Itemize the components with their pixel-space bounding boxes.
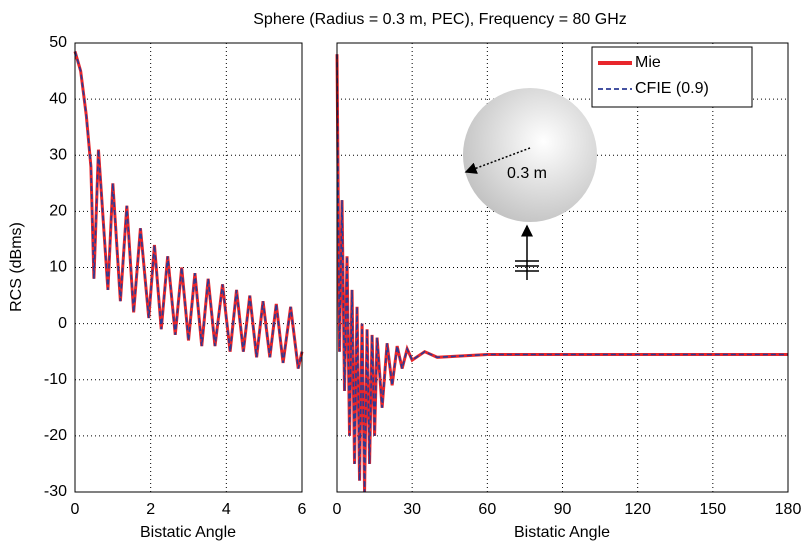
y-tick-label: -30 (44, 483, 67, 500)
x-tick-label: 30 (403, 501, 421, 518)
x-tick-label: 90 (554, 501, 572, 518)
legend-label: Mie (635, 54, 661, 71)
plot-area (75, 43, 302, 492)
annotation: 0.3 m (507, 165, 547, 182)
x-tick-label: 180 (775, 501, 802, 518)
legend-box (591, 46, 753, 108)
legend-label: CFIE (0.9) (635, 80, 709, 97)
x-tick-label: 0 (71, 501, 80, 518)
y-axis-label: RCS (dBms) (8, 222, 25, 312)
y-tick-label: 10 (49, 259, 67, 276)
sphere (463, 88, 597, 222)
y-tick-label: 50 (49, 34, 67, 51)
y-tick-label: -10 (44, 371, 67, 388)
x-tick-label: 60 (478, 501, 496, 518)
x-axis-label: Bistatic Angle (514, 524, 610, 541)
x-tick-label: 150 (699, 501, 726, 518)
x-tick-label: 6 (298, 501, 307, 518)
data-line (336, 54, 788, 493)
data-line (74, 51, 303, 369)
x-tick-label: 2 (146, 501, 155, 518)
x-axis-label: Bistatic Angle (140, 524, 236, 541)
y-tick-label: 20 (49, 203, 67, 220)
chart-title: Sphere (Radius = 0.3 m, PEC), Frequency … (253, 11, 627, 28)
sphere-inset: 0.3 m (463, 88, 597, 280)
axes-frame (336, 42, 789, 493)
x-tick-label: 120 (624, 501, 651, 518)
x-tick-label: 0 (333, 501, 342, 518)
y-tick-label: -20 (44, 427, 67, 444)
y-tick-label: 0 (58, 315, 67, 332)
y-tick-label: 30 (49, 146, 67, 163)
axes-frame (74, 42, 303, 493)
radius-arrow (464, 147, 531, 174)
x-tick-label: 4 (222, 501, 231, 518)
y-tick-label: 40 (49, 90, 67, 107)
